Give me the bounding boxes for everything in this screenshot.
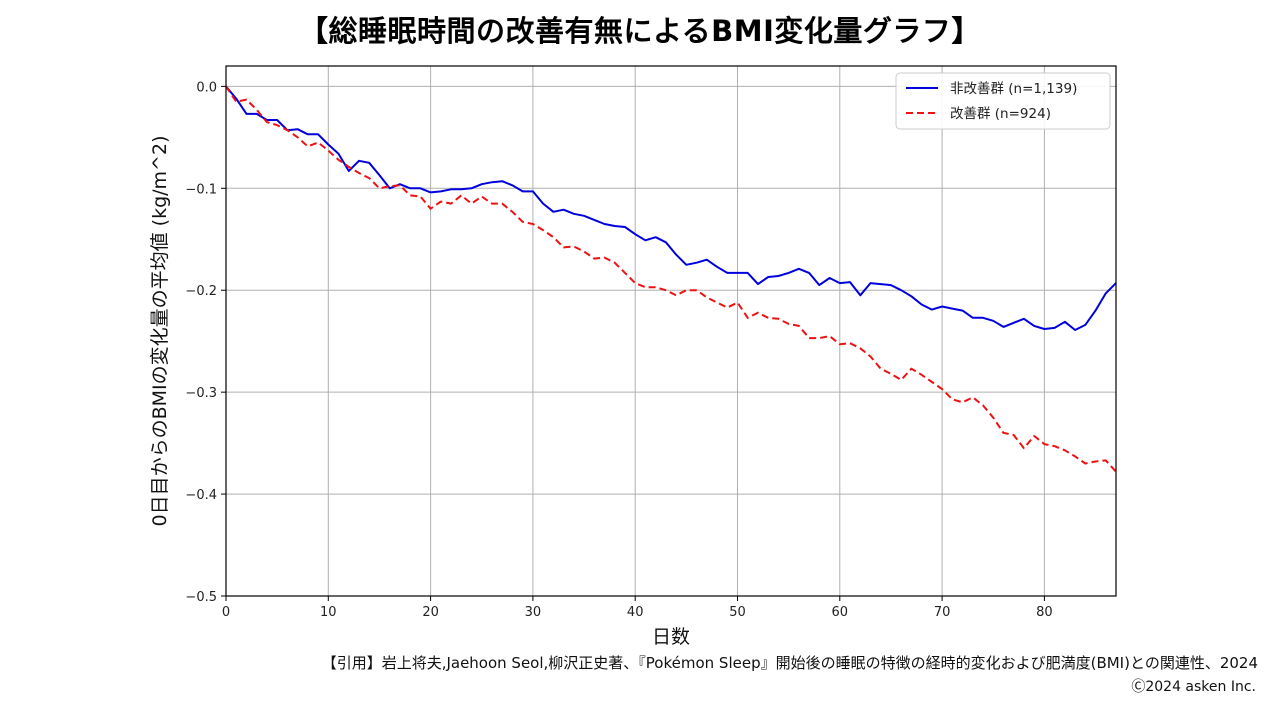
x-tick-label: 70 xyxy=(934,605,951,620)
x-tick-label: 80 xyxy=(1036,605,1053,620)
y-tick-label: 0.0 xyxy=(196,80,217,95)
plot-frame xyxy=(225,65,1117,597)
series-line-improved xyxy=(225,85,1117,473)
page-title: 【総睡眠時間の改善有無によるBMI変化量グラフ】 xyxy=(299,14,981,48)
tick-layer: 0 10 20 30 40 50 60 70 80 0.0 −0.1 −0.2 −0.3 −0.4 −0.5 xyxy=(185,80,1052,620)
x-axis-label: 日数 xyxy=(652,626,690,648)
x-tick-label: 30 xyxy=(525,605,542,620)
x-tick-label: 40 xyxy=(627,605,644,620)
legend-label-non-improved: 非改善群 (n=1,139) xyxy=(950,81,1077,97)
y-tick-label: −0.5 xyxy=(185,590,217,605)
grid-layer xyxy=(225,66,1116,597)
y-tick-label: −0.1 xyxy=(185,182,217,197)
y-tick-label: −0.2 xyxy=(185,284,217,299)
legend-box xyxy=(895,72,1111,130)
x-tick-label: 60 xyxy=(832,605,849,620)
x-tick-label: 20 xyxy=(422,605,439,620)
citation-text: 【引用】岩上将夫,Jaehoon Seol,柳沢正史著、『Pokémon Sle… xyxy=(321,654,1258,672)
y-axis-label: 0日目からのBMIの変化量の平均値 (kg/m^2) xyxy=(149,136,171,527)
legend: 非改善群 (n=1,139) 改善群 (n=924) xyxy=(895,72,1111,130)
copyright-text: Ⓒ2024 asken Inc. xyxy=(1131,679,1256,695)
y-tick-label: −0.4 xyxy=(185,488,217,503)
x-tick-label: 50 xyxy=(729,605,746,620)
x-tick-label: 0 xyxy=(222,605,230,620)
series-layer xyxy=(225,85,1117,473)
x-tick-label: 10 xyxy=(320,605,337,620)
legend-label-improved: 改善群 (n=924) xyxy=(950,106,1051,122)
series-line-non-improved xyxy=(225,85,1117,331)
y-tick-label: −0.3 xyxy=(185,386,217,401)
